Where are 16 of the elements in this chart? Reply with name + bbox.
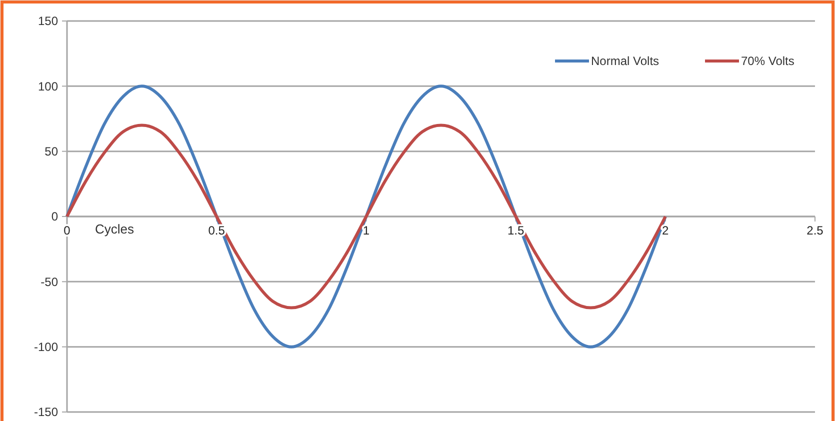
y-tick-label: -150 <box>34 405 58 420</box>
line-series <box>66 84 667 348</box>
y-tick-label: 50 <box>44 144 58 159</box>
x-axis-title: Cycles <box>95 222 135 236</box>
y-tick-label: 0 <box>51 210 58 224</box>
legend-label: Normal Volts <box>591 54 660 68</box>
y-tick-label: -50 <box>40 274 58 289</box>
x-tick-label: 0 <box>64 224 71 238</box>
legend-label: 70% Volts <box>741 54 794 68</box>
x-tick-label: 1 <box>362 224 370 238</box>
line-series <box>66 124 667 310</box>
y-tick-label: 150 <box>38 14 58 28</box>
x-tick-label: 2.5 <box>806 224 824 238</box>
y-tick-label: -100 <box>34 340 58 354</box>
y-tick-label: 100 <box>38 79 58 94</box>
x-tick-label: 2 <box>662 224 670 238</box>
